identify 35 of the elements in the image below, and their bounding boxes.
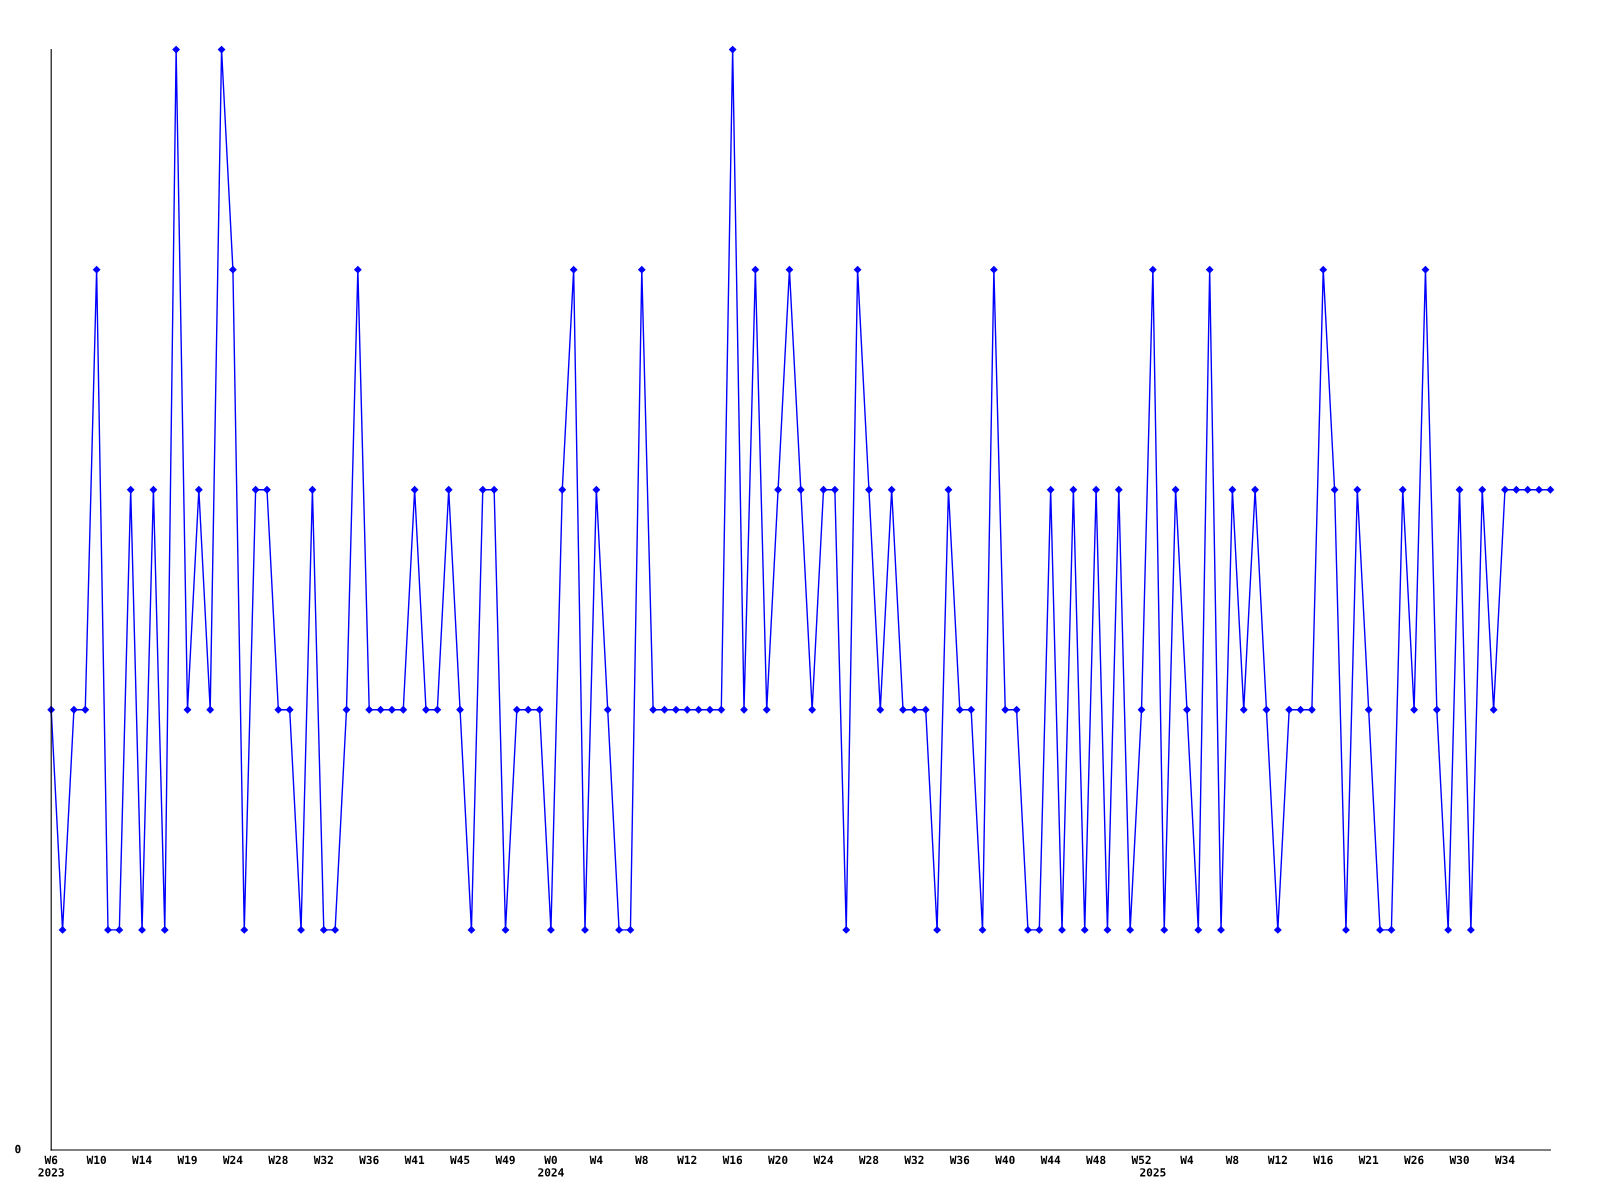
x-tick-label: W24 — [222, 1155, 243, 1164]
x-tick-label: W36 — [359, 1155, 379, 1165]
x-tick-label: 2025 — [1140, 1168, 1166, 1177]
x-tick-label: W16 — [722, 1155, 743, 1165]
x-tick-label: W32 — [904, 1155, 924, 1165]
x-tick-label: W4 — [1180, 1155, 1194, 1164]
x-tick-label: W30 — [1449, 1155, 1469, 1165]
x-tick-label: W24 — [813, 1155, 834, 1164]
x-tick-label: W52 — [1131, 1155, 1151, 1165]
x-tick-label: W49 — [495, 1155, 515, 1165]
x-tick-label: W10 — [86, 1155, 106, 1165]
x-tick-label: W14 — [132, 1155, 152, 1164]
x-tick-label: W32 — [313, 1155, 333, 1165]
x-tick-label: W44 — [1040, 1155, 1061, 1164]
x-tick-label: W41 — [404, 1155, 425, 1164]
x-tick-label: W0 2024 — [538, 1155, 564, 1177]
x-tick-label: W45 — [450, 1155, 470, 1165]
x-tick-label: W12 — [1267, 1155, 1287, 1164]
x-tick-label: W6 2023 — [38, 1155, 64, 1177]
x-tick-label: W40 — [995, 1155, 1015, 1165]
x-tick-label: W36 — [949, 1155, 970, 1165]
x-tick-label: W28 — [858, 1155, 879, 1165]
text: 0 — [15, 1144, 21, 1154]
x-tick-label: W4 — [589, 1155, 603, 1164]
x-tick-label: W20 — [768, 1155, 788, 1165]
x-tick-label: W8 — [1225, 1155, 1239, 1165]
x-tick-label: W21 — [1358, 1155, 1379, 1164]
x-tick-label: W16 — [1313, 1155, 1333, 1165]
x-tick-label: W28 — [268, 1155, 288, 1165]
x-tick-label: W34 — [1494, 1155, 1515, 1165]
x-tick-label: W19 — [177, 1155, 197, 1165]
x-tick-label: W8 — [635, 1155, 648, 1165]
x-tick-label: W12 — [677, 1155, 697, 1164]
x-tick-label: W48 — [1086, 1155, 1106, 1165]
x-tick-label: W26 — [1404, 1155, 1424, 1165]
